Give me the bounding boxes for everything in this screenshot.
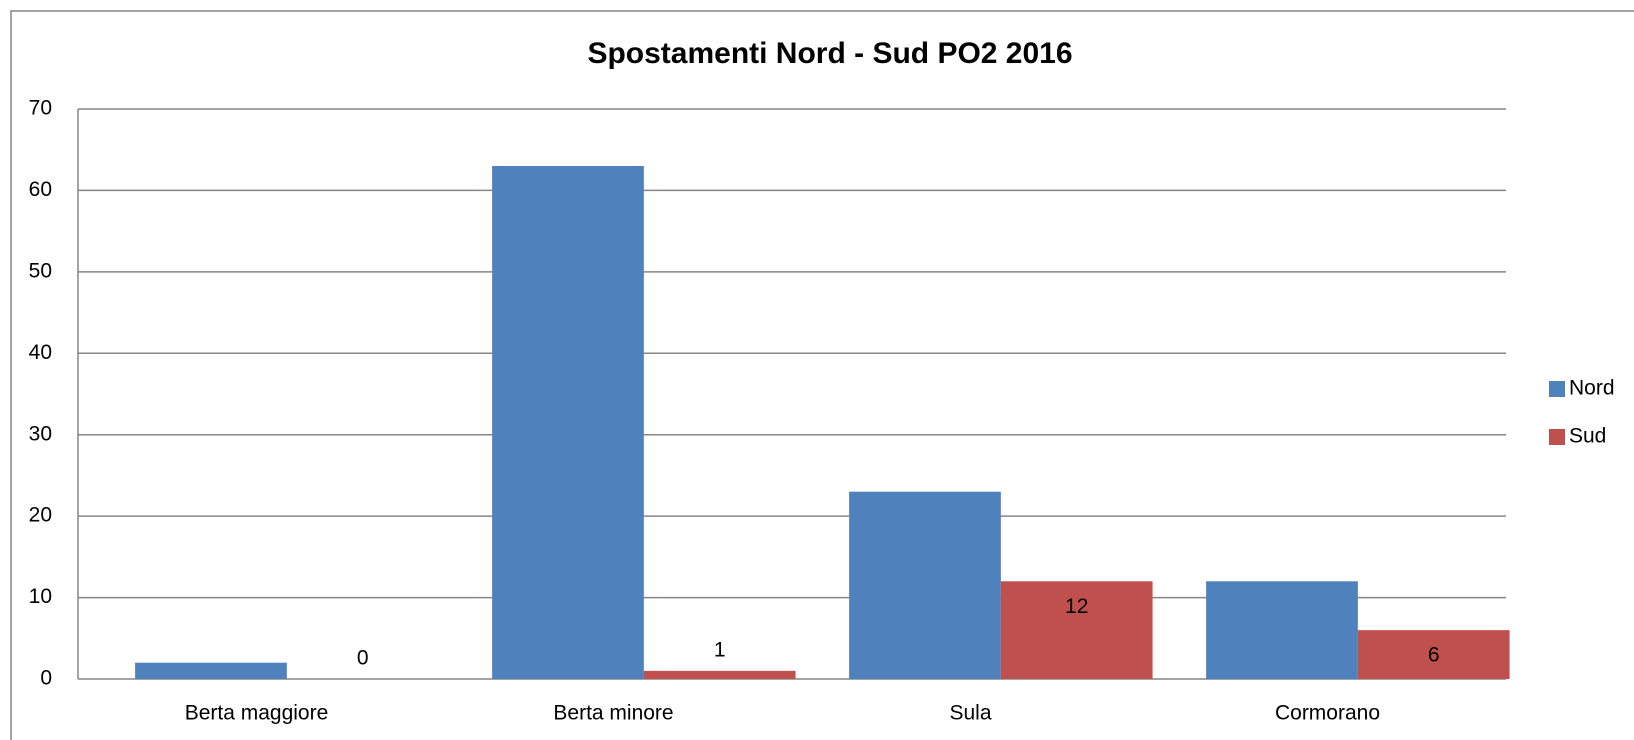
- legend-swatch: [1549, 429, 1565, 445]
- data-label: 6: [1428, 644, 1440, 667]
- y-tick-label: 60: [29, 178, 52, 201]
- data-label: 1: [714, 638, 726, 661]
- legend-label: Nord: [1569, 377, 1615, 400]
- bar: [849, 491, 1001, 679]
- chart-frame: [10, 10, 1634, 740]
- chart-title: Spostamenti Nord - Sud PO2 2016: [587, 37, 1072, 70]
- x-tick-label: Berta minore: [553, 702, 673, 725]
- data-label: 0: [357, 647, 369, 670]
- y-tick-label: 70: [29, 97, 52, 120]
- bar: [135, 662, 287, 679]
- y-tick-label: 30: [29, 422, 52, 445]
- bar: [1357, 630, 1510, 679]
- data-label: 12: [1065, 595, 1088, 618]
- y-tick-label: 0: [40, 667, 52, 690]
- y-tick-label: 20: [29, 504, 52, 527]
- y-tick-label: 10: [29, 585, 52, 608]
- x-tick-label: Sula: [949, 702, 991, 725]
- bar: [643, 670, 796, 679]
- y-tick-label: 50: [29, 259, 52, 282]
- y-tick-label: 40: [29, 341, 52, 364]
- legend-swatch: [1549, 381, 1565, 397]
- x-tick-label: Cormorano: [1275, 702, 1380, 725]
- x-tick-label: Berta maggiore: [185, 702, 329, 725]
- legend-label: Sud: [1569, 425, 1606, 448]
- bar: [1206, 581, 1358, 679]
- bar: [492, 166, 644, 679]
- bar: [1000, 581, 1153, 679]
